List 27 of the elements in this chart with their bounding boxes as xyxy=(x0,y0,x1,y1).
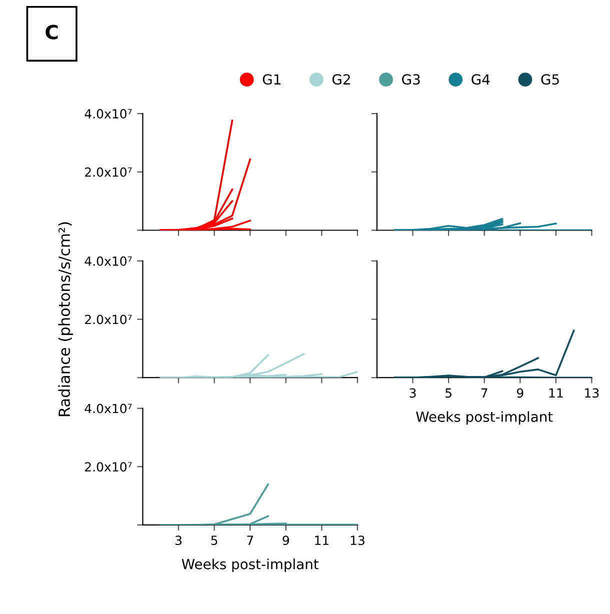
x-tick-label: 3 xyxy=(410,388,416,398)
x-tick-label: 9 xyxy=(282,536,289,546)
text: C xyxy=(46,24,58,40)
legend-label: G2 xyxy=(332,74,350,85)
y-tick-label: 4.0x10⁷ xyxy=(84,256,132,266)
x-tick-label: 11 xyxy=(315,536,328,545)
legend-label: G4 xyxy=(472,74,490,85)
x-tick-label: 11 xyxy=(549,388,563,398)
legend-label: G3 xyxy=(402,74,420,85)
y-axis-title: Radiance (photons/s/cm²) xyxy=(58,222,74,416)
x-tick-label: 13 xyxy=(350,536,364,546)
x-tick-label: 13 xyxy=(585,388,599,398)
legend-label: G1 xyxy=(262,74,280,85)
y-tick-label: 4.0x10⁷ xyxy=(84,109,132,119)
y-tick-label: 2.0x10⁷ xyxy=(85,314,132,324)
y-tick-label: 2.0x10⁷ xyxy=(85,167,132,177)
x-axis-title: Weeks post-implant xyxy=(182,558,319,572)
x-tick-label: 5 xyxy=(211,536,218,546)
x-tick-label: 9 xyxy=(516,388,524,398)
x-tick-label: 7 xyxy=(481,388,488,398)
x-axis-title: Weeks post-implant xyxy=(416,411,553,425)
x-tick-label: 7 xyxy=(247,536,254,545)
y-tick-label: 4.0x10⁷ xyxy=(84,404,132,414)
x-tick-label: 5 xyxy=(446,388,452,398)
x-tick-label: 3 xyxy=(176,536,182,546)
legend-label: G5 xyxy=(541,74,559,85)
y-tick-label: 2.0x10⁷ xyxy=(85,462,132,472)
